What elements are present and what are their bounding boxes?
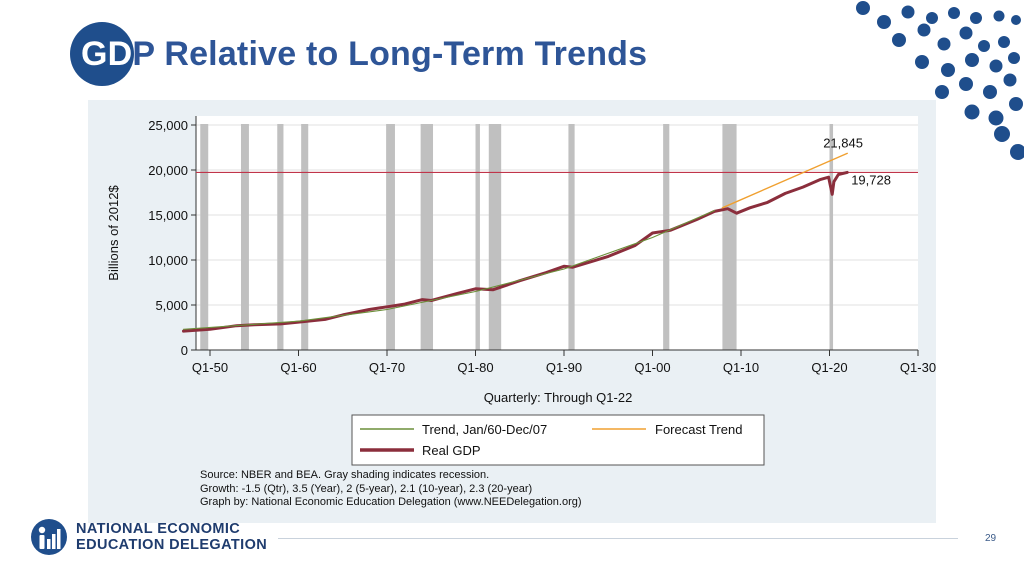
- trend-line: [182, 209, 716, 330]
- x-tick-label: Q1-50: [192, 360, 228, 375]
- recession-band: [386, 124, 395, 350]
- recession-band: [475, 124, 480, 350]
- recession-band: [301, 124, 309, 350]
- logo-line-1: NATIONAL ECONOMIC: [76, 521, 241, 537]
- legend-box: [351, 414, 765, 466]
- logo-line-2: EDUCATION DELEGATION: [76, 537, 268, 553]
- footer-divider: [278, 538, 958, 539]
- y-tick-label: 10,000: [148, 253, 188, 268]
- page-title: GDP Relative to Long-Term Trends: [81, 35, 647, 74]
- series-lines: [182, 152, 918, 333]
- axes: 0 5,000 10,000 15,000 20,000 25,000 Q1-50 Q1-60…: [148, 116, 936, 375]
- x-tick-label: Q1-10: [723, 360, 759, 375]
- recession-band: [488, 124, 502, 350]
- y-tick-label: 0: [181, 343, 188, 358]
- slide-title: GDP Relative to Long-Term Trends: [70, 22, 647, 86]
- recession-band: [240, 124, 249, 350]
- x-tick-label: Q1-60: [280, 360, 316, 375]
- recession-band: [200, 124, 209, 350]
- x-tick-label: Q1-80: [457, 360, 493, 375]
- x-tick-label: Q1-90: [546, 360, 582, 375]
- x-tick-label: Q1-00: [634, 360, 670, 375]
- data-annotations: 21,845 19,728: [823, 135, 891, 187]
- plot-area: [196, 116, 918, 350]
- need-logo-icon: [31, 519, 67, 555]
- recession-band: [829, 124, 834, 350]
- recession-bands: [200, 124, 834, 350]
- x-tick-label: Q1-20: [811, 360, 847, 375]
- legend-label-trend: Trend, Jan/60-Dec/07: [422, 422, 547, 437]
- recession-band: [568, 124, 575, 350]
- y-tick-label: 25,000: [148, 118, 188, 133]
- forecast-trend-line: [721, 152, 848, 209]
- real-gdp-line: [182, 170, 849, 333]
- chart-panel: 0 5,000 10,000 15,000 20,000 25,000 Q1-50 Q1-60…: [88, 100, 936, 523]
- source-line: Source: NBER and BEA. Gray shading indic…: [200, 469, 490, 481]
- y-tick-label: 20,000: [148, 163, 188, 178]
- growth-line: Growth: -1.5 (Qtr), 3.5 (Year), 2 (5-yea…: [200, 482, 533, 495]
- x-axis-title: Quarterly: Through Q1-22: [484, 390, 633, 405]
- recession-band: [722, 124, 737, 350]
- title-circle-badge: [70, 22, 134, 86]
- credit-line: Graph by: National Economic Education De…: [200, 496, 582, 508]
- y-axis-title: Billions of 2012$: [106, 185, 121, 281]
- source-note: Source: NBER and BEA. Gray shading indic…: [200, 469, 582, 510]
- title-prefix: GD: [81, 34, 133, 73]
- logo-text: NATIONAL ECONOMIC EDUCATION DELEGATION: [76, 521, 267, 553]
- legend-label-forecast: Forecast Trend: [655, 422, 742, 437]
- recession-band: [277, 124, 284, 350]
- recession-band: [420, 124, 434, 350]
- legend: Trend, Jan/60-Dec/07 Forecast Trend Real…: [351, 414, 765, 466]
- gdp-chart: 0 5,000 10,000 15,000 20,000 25,000 Q1-50 Q1-60…: [106, 116, 936, 466]
- footer-logo: NATIONAL ECONOMIC EDUCATION DELEGATION: [30, 518, 267, 556]
- page-number: 29: [985, 533, 997, 544]
- x-tick-label: Q1-70: [369, 360, 405, 375]
- data-label: 21,845: [823, 135, 863, 150]
- y-tick-label: 5,000: [155, 298, 188, 313]
- legend-label-real-gdp: Real GDP: [422, 443, 481, 458]
- data-label: 19,728: [851, 172, 891, 187]
- x-tick-label: Q1-30: [900, 360, 936, 375]
- decorative-dot-pattern: [856, 1, 1024, 160]
- y-tick-label: 15,000: [148, 208, 188, 223]
- title-rest: P Relative to Long-Term Trends: [132, 34, 648, 73]
- recession-band: [663, 124, 670, 350]
